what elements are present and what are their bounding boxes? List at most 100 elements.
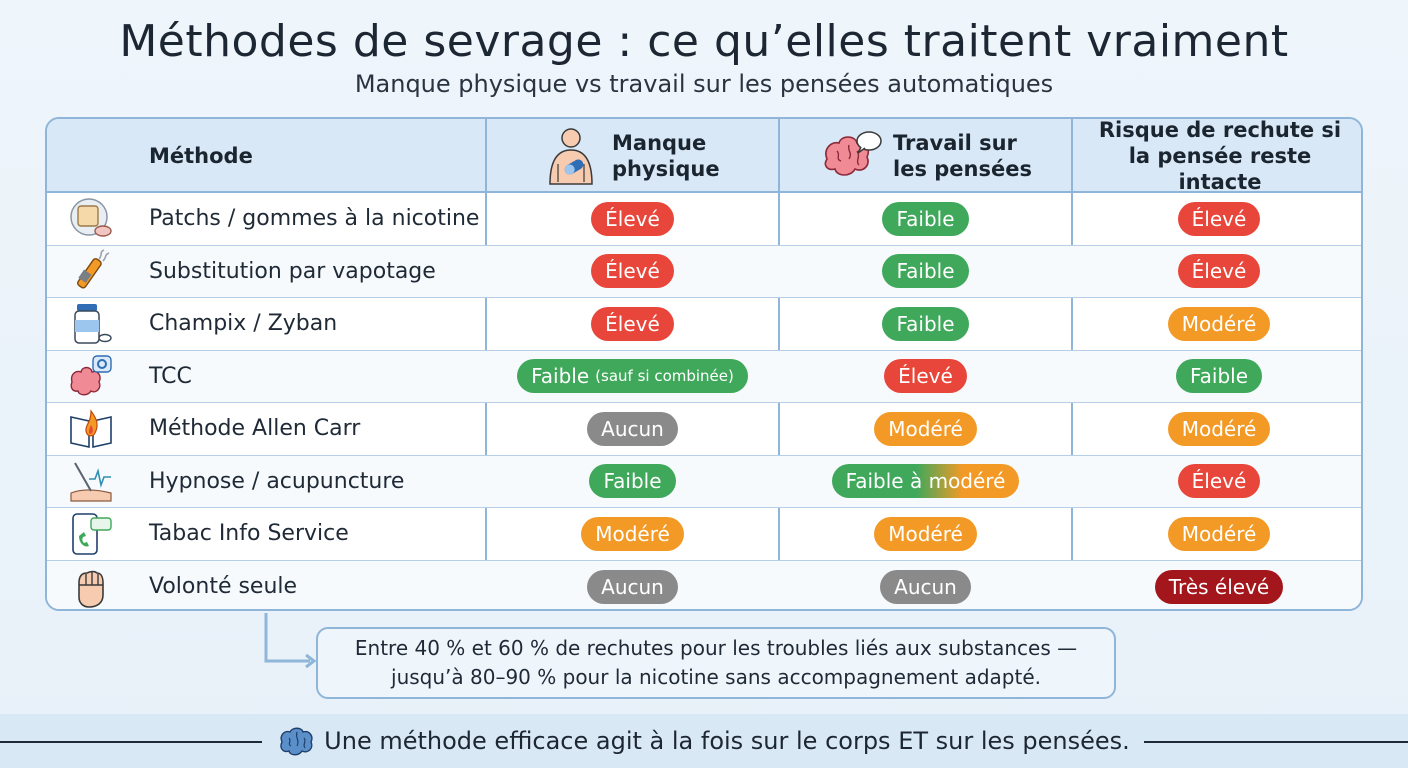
thoughts-cell: Faible bbox=[780, 193, 1071, 245]
level-badge: Modéré bbox=[874, 516, 977, 551]
footer-banner: Une méthode efficace agit à la fois sur … bbox=[0, 714, 1408, 768]
thoughts-cell: Faible à modéré bbox=[780, 456, 1071, 508]
header-thoughts: Travail sur les pensées bbox=[781, 119, 1073, 193]
pill-bottle-icon bbox=[69, 302, 113, 346]
badge-text: Aucun bbox=[894, 574, 957, 599]
method-label: Tabac Info Service bbox=[149, 521, 349, 547]
badge-note: (sauf si combinée) bbox=[595, 367, 734, 386]
relapse-cell: Élevé bbox=[1073, 193, 1361, 245]
level-badge: Faible bbox=[882, 201, 969, 236]
badge-text: Modéré bbox=[888, 521, 963, 546]
badge-text: Faible bbox=[1189, 364, 1249, 389]
table-row: Volonté seule Aucun Aucun Très élevé bbox=[47, 560, 1361, 610]
phone-chat-icon bbox=[69, 512, 113, 556]
level-badge: Élevé bbox=[591, 254, 674, 289]
thoughts-cell: Faible bbox=[780, 298, 1071, 350]
page-subtitle: Manque physique vs travail sur les pensé… bbox=[354, 70, 1054, 98]
method-label: TCC bbox=[149, 363, 192, 389]
badge-text: Modéré bbox=[888, 416, 963, 441]
table-row: Substitution par vapotage Élevé Faible Élev… bbox=[47, 245, 1361, 298]
level-badge: Élevé bbox=[1177, 254, 1261, 289]
level-badge: Faible bbox=[882, 306, 969, 341]
table-row: Champix / Zyban Élevé Faible Modéré bbox=[47, 298, 1361, 351]
method-cell: Substitution par vapotage bbox=[47, 246, 487, 298]
acupuncture-needle-icon bbox=[69, 459, 113, 503]
method-cell: TCC bbox=[47, 351, 487, 403]
level-badge: Faible bbox=[589, 464, 676, 499]
level-badge: Élevé bbox=[1177, 201, 1261, 236]
badge-text: Faible bbox=[896, 259, 955, 284]
table-row: Méthode Allen Carr Aucun Modéré Modéré bbox=[47, 403, 1361, 456]
thoughts-cell: Aucun bbox=[780, 561, 1071, 610]
physical-cell: Faible (sauf si combinée) bbox=[487, 351, 778, 403]
level-badge: Très élevé bbox=[1154, 569, 1284, 604]
page-title: Méthodes de sevrage : ce qu’elles traite… bbox=[119, 16, 1289, 67]
method-cell: Patchs / gommes à la nicotine bbox=[47, 193, 487, 245]
badge-text: Faible à modéré bbox=[845, 469, 1006, 494]
relapse-statistics-note: Entre 40 % et 60 % de rechutes pour les … bbox=[316, 627, 1116, 699]
note-line-1: Entre 40 % et 60 % de rechutes pour les … bbox=[354, 636, 1078, 660]
physical-cell: Modéré bbox=[487, 508, 778, 560]
body-icon bbox=[544, 126, 598, 186]
brain-icon bbox=[278, 726, 316, 756]
badge-text: Élevé bbox=[605, 206, 660, 231]
relapse-cell: Élevé bbox=[1073, 456, 1361, 508]
table-row: Hypnose / acupuncture Faible Faible à modé… bbox=[47, 455, 1361, 508]
level-badge: Modéré bbox=[874, 411, 977, 446]
arrow-connector bbox=[264, 613, 317, 669]
level-badge: Élevé bbox=[591, 201, 674, 236]
badge-text: Modéré bbox=[1181, 311, 1257, 336]
relapse-cell: Modéré bbox=[1073, 403, 1361, 455]
method-cell: Champix / Zyban bbox=[47, 298, 487, 350]
method-cell: Hypnose / acupuncture bbox=[47, 456, 487, 508]
badge-text: Aucun bbox=[601, 416, 664, 441]
thoughts-cell: Élevé bbox=[780, 351, 1071, 403]
relapse-cell: Faible bbox=[1073, 351, 1361, 403]
table-row: TCC Faible (sauf si combinée) Élevé Faible bbox=[47, 350, 1361, 403]
vape-icon bbox=[69, 249, 113, 293]
method-label: Volonté seule bbox=[149, 574, 298, 600]
physical-cell: Élevé bbox=[487, 193, 778, 245]
relapse-cell: Modéré bbox=[1073, 298, 1361, 350]
level-badge: Faible bbox=[1175, 359, 1263, 394]
level-badge: Élevé bbox=[1177, 464, 1261, 499]
badge-text: Faible bbox=[896, 206, 955, 231]
thoughts-cell: Modéré bbox=[780, 403, 1071, 455]
footer-message: Une méthode efficace agit à la fois sur … bbox=[0, 714, 1408, 768]
method-cell: Tabac Info Service bbox=[47, 508, 487, 560]
footer-rule-left bbox=[0, 741, 262, 743]
brain-gear-icon bbox=[69, 354, 113, 398]
level-badge: Aucun bbox=[880, 569, 971, 604]
header-method: Méthode bbox=[149, 144, 253, 168]
table-header: Méthode Manque physique bbox=[47, 119, 1361, 194]
badge-text: Élevé bbox=[898, 364, 953, 389]
badge-text: Aucun bbox=[601, 574, 664, 599]
badge-text: Élevé bbox=[605, 259, 660, 284]
badge-text: Modéré bbox=[1181, 521, 1257, 546]
badge-text: Faible bbox=[603, 469, 662, 494]
level-badge: Faible bbox=[882, 254, 969, 289]
relapse-cell: Très élevé bbox=[1073, 561, 1361, 610]
method-label: Méthode Allen Carr bbox=[149, 416, 361, 442]
method-label: Substitution par vapotage bbox=[149, 258, 436, 284]
table-body: Patchs / gommes à la nicotine Élevé Faible… bbox=[47, 193, 1361, 610]
badge-text: Élevé bbox=[1191, 206, 1247, 231]
level-badge: Modéré bbox=[1167, 306, 1271, 341]
physical-cell: Élevé bbox=[487, 246, 778, 298]
note-line-2: jusqu’à 80–90 % pour la nicotine sans ac… bbox=[391, 665, 1041, 689]
level-badge: Aucun bbox=[587, 569, 678, 604]
comparison-table: Méthode Manque physique bbox=[45, 117, 1363, 611]
relapse-cell: Élevé bbox=[1073, 246, 1361, 298]
badge-text: Élevé bbox=[1191, 469, 1247, 494]
physical-cell: Élevé bbox=[487, 298, 778, 350]
level-badge: Aucun bbox=[587, 411, 678, 446]
brain-speech-icon bbox=[821, 129, 883, 183]
footer-rule-right bbox=[1144, 741, 1408, 743]
level-badge: Élevé bbox=[591, 306, 674, 341]
method-label: Hypnose / acupuncture bbox=[149, 468, 405, 494]
physical-cell: Aucun bbox=[487, 403, 778, 455]
level-badge: Faible à modéré bbox=[831, 464, 1020, 499]
thoughts-cell: Faible bbox=[780, 246, 1071, 298]
method-cell: Méthode Allen Carr bbox=[47, 403, 487, 455]
level-badge: Modéré bbox=[1167, 516, 1271, 551]
